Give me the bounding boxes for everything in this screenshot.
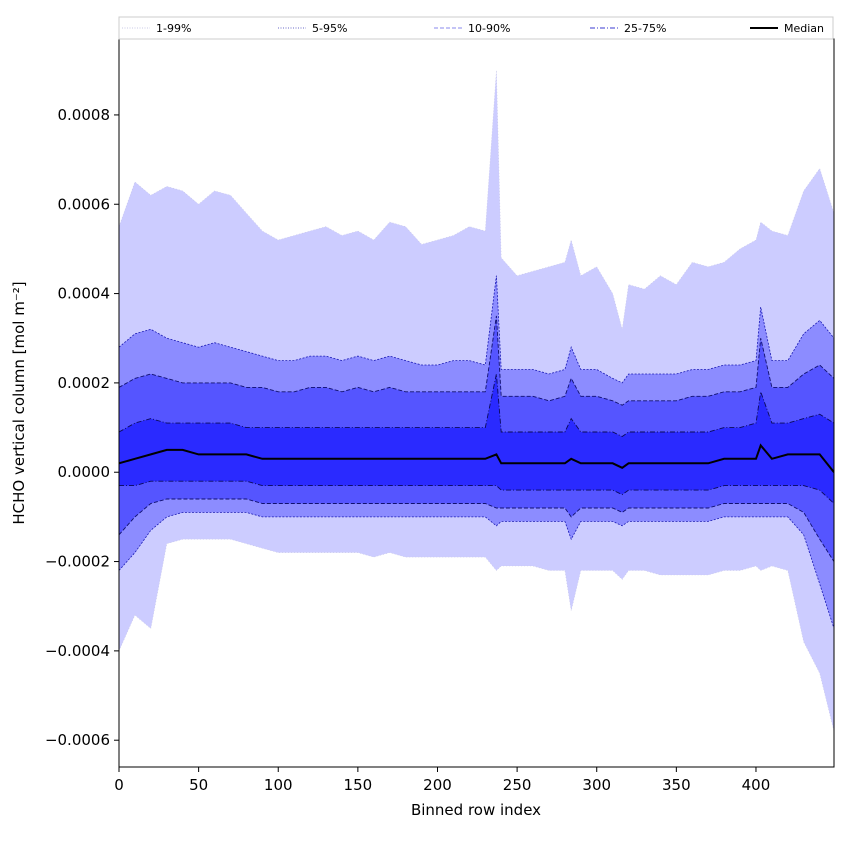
line-25-75-lower bbox=[119, 480, 834, 504]
x-tick-label: 200 bbox=[423, 776, 452, 794]
x-tick-label: 250 bbox=[503, 776, 532, 794]
x-tick-label: 300 bbox=[582, 776, 611, 794]
x-axis-label: Binned row index bbox=[411, 801, 541, 819]
y-tick-label: 0.0004 bbox=[58, 285, 111, 303]
legend-label: Median bbox=[784, 22, 824, 35]
y-tick-label: −0.0004 bbox=[45, 642, 110, 660]
legend-label: 5-95% bbox=[312, 22, 347, 35]
x-axis: 0 50 100 150 200 250 300 350 400 bbox=[114, 767, 770, 794]
band-25-75 bbox=[119, 374, 834, 504]
line-1-99-upper bbox=[119, 70, 834, 330]
line-5-95-upper bbox=[119, 275, 834, 384]
x-tick-label: 50 bbox=[189, 776, 208, 794]
y-tick-label: 0.0002 bbox=[58, 374, 111, 392]
line-10-90-upper bbox=[119, 315, 834, 406]
y-axis-label: HCHO vertical column [mol m⁻²] bbox=[10, 281, 28, 524]
line-5-95-lower bbox=[119, 512, 834, 629]
legend-label: 25-75% bbox=[624, 22, 666, 35]
legend-label: 10-90% bbox=[468, 22, 510, 35]
legend-label: 1-99% bbox=[156, 22, 191, 35]
legend: 1-99% 5-95% 10-90% 25-75% Median bbox=[118, 16, 834, 40]
x-tick-label: 350 bbox=[662, 776, 691, 794]
y-tick-label: 0.0000 bbox=[58, 463, 111, 481]
x-tick-label: 150 bbox=[344, 776, 373, 794]
y-tick-label: 0.0008 bbox=[58, 106, 111, 124]
median-line bbox=[119, 443, 834, 473]
legend-box bbox=[118, 16, 834, 40]
percentile-lines bbox=[119, 70, 834, 732]
line-25-75-upper bbox=[119, 373, 834, 438]
percentile-bands bbox=[119, 70, 834, 732]
x-tick-label: 400 bbox=[742, 776, 771, 794]
x-tick-label: 100 bbox=[264, 776, 293, 794]
y-tick-label: −0.0006 bbox=[45, 731, 110, 749]
y-tick-label: 0.0006 bbox=[58, 195, 111, 213]
y-tick-label: −0.0002 bbox=[45, 553, 110, 571]
y-axis: −0.0006 −0.0004 −0.0002 0.0000 0.0002 0.0004 0… bbox=[45, 106, 119, 749]
x-tick-label: 0 bbox=[114, 776, 124, 794]
line-1-99-lower bbox=[119, 538, 834, 732]
